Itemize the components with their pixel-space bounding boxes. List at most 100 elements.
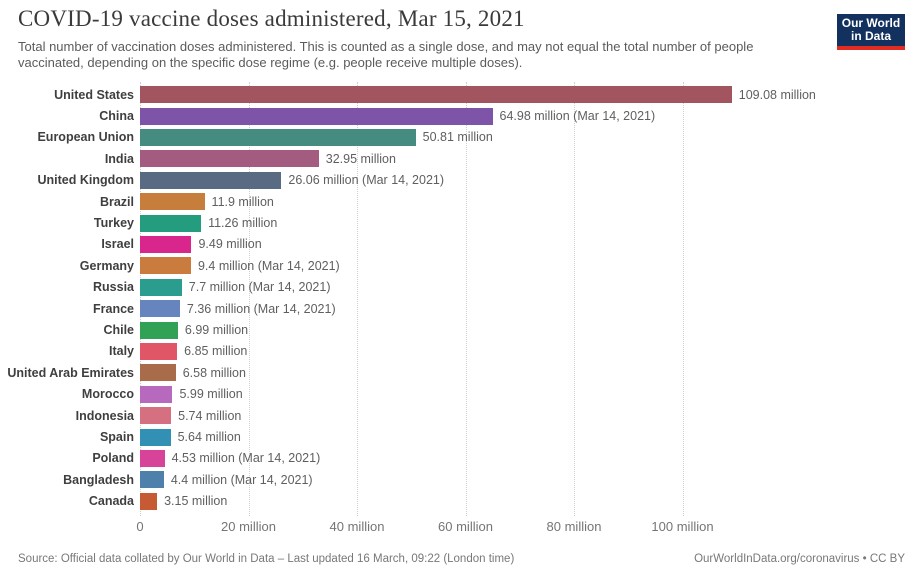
bar-row: Canada 3.15 million <box>0 491 921 512</box>
value-label: 6.58 million <box>182 365 246 380</box>
country-label: United Kingdom <box>37 173 134 188</box>
value-label: 11.26 million <box>208 216 278 231</box>
bar[interactable] <box>140 492 158 510</box>
bar-row: Brazil 11.9 million <box>0 191 921 212</box>
country-label: Germany <box>79 258 134 273</box>
owid-logo[interactable]: Our World in Data <box>837 14 905 50</box>
bar-row: Morocco 5.99 million <box>0 384 921 405</box>
bar[interactable] <box>140 128 416 146</box>
value-label: 26.06 million (Mar 14, 2021) <box>288 173 445 188</box>
bar-row: Russia 7.7 million (Mar 14, 2021) <box>0 277 921 298</box>
gridline-20 <box>248 82 250 516</box>
gridline-40 <box>357 82 358 516</box>
bar[interactable] <box>140 150 319 168</box>
value-label: 109.08 million <box>738 87 816 102</box>
gridline-0 <box>140 82 141 516</box>
country-label: Spain <box>99 430 134 445</box>
bar[interactable] <box>140 385 173 403</box>
bar-row: Bangladesh 4.4 million (Mar 14, 2021) <box>0 469 921 490</box>
country-label: France <box>93 301 134 316</box>
logo-text-line2: in Data <box>850 29 891 43</box>
gridline-100 <box>682 82 684 516</box>
country-label: Israel <box>101 237 134 252</box>
country-label: Turkey <box>93 216 134 231</box>
bar[interactable] <box>140 321 178 339</box>
bar[interactable] <box>140 278 182 296</box>
x-axis: 0 20 million 40 million 60 million 80 millio… <box>0 519 921 537</box>
bar[interactable] <box>140 407 172 425</box>
value-label: 5.64 million <box>177 430 241 445</box>
bar-row: Spain 5.64 million <box>0 426 921 447</box>
bar-row: Turkey 11.26 million <box>0 212 921 233</box>
country-label: India <box>104 151 134 166</box>
value-label: 11.9 million <box>211 194 274 209</box>
country-label: Bangladesh <box>63 472 134 487</box>
bar[interactable] <box>140 107 493 125</box>
bar-row: India 32.95 million <box>0 148 921 169</box>
bar-row: European Union 50.81 million <box>0 127 921 148</box>
value-label: 9.4 million (Mar 14, 2021) <box>197 258 340 273</box>
bar[interactable] <box>140 449 165 467</box>
country-label: European Union <box>37 130 134 145</box>
bar[interactable] <box>140 257 191 275</box>
country-label: Russia <box>93 280 134 295</box>
value-label: 64.98 million (Mar 14, 2021) <box>499 109 656 124</box>
bar[interactable] <box>140 471 164 489</box>
country-label: Poland <box>92 451 134 466</box>
value-label: 4.4 million (Mar 14, 2021) <box>170 472 313 487</box>
gridlines <box>140 82 740 516</box>
country-label: United Arab Emirates <box>7 365 134 380</box>
logo-text-line1: Our World <box>841 16 901 30</box>
value-label: 32.95 million <box>325 151 396 166</box>
axis-tick-label: 40 million <box>329 519 385 534</box>
bar[interactable] <box>140 364 176 382</box>
bar[interactable] <box>140 300 180 318</box>
axis-tick-label: 80 million <box>546 519 602 534</box>
bar-row: Israel 9.49 million <box>0 234 921 255</box>
value-label: 5.99 million <box>179 387 243 402</box>
bar-row: Chile 6.99 million <box>0 319 921 340</box>
chart-header: COVID-19 vaccine doses administered, Mar… <box>18 6 811 71</box>
value-label: 6.99 million <box>184 323 249 338</box>
bar-row: France 7.36 million (Mar 14, 2021) <box>0 298 921 319</box>
bar-row: United Arab Emirates 6.58 million <box>0 362 921 383</box>
country-label: Chile <box>103 323 134 338</box>
value-label: 7.36 million (Mar 14, 2021) <box>186 301 336 316</box>
source-note: Source: Official data collated by Our Wo… <box>18 553 515 565</box>
chart-footer: Source: Official data collated by Our Wo… <box>18 553 905 565</box>
country-label: Indonesia <box>75 408 134 423</box>
bar[interactable] <box>140 342 178 360</box>
axis-tick-label: 0 <box>136 519 144 534</box>
value-label: 4.53 million (Mar 14, 2021) <box>171 451 321 466</box>
footer-link[interactable]: OurWorldInData.org/coronavirus • CC BY <box>694 553 905 565</box>
bar[interactable] <box>140 214 202 232</box>
value-label: 7.7 million (Mar 14, 2021) <box>188 280 331 295</box>
country-label: Canada <box>88 494 134 509</box>
bar-row: United States 109.08 million <box>0 84 921 105</box>
bar[interactable] <box>140 86 732 104</box>
bar[interactable] <box>140 193 205 211</box>
value-label: 50.81 million <box>422 130 493 145</box>
country-label: Italy <box>108 344 134 359</box>
page-title: COVID-19 vaccine doses administered, Mar… <box>18 6 525 31</box>
value-label: 3.15 million <box>164 494 228 509</box>
country-label: China <box>99 109 134 124</box>
axis-tick-label: 100 million <box>651 519 714 534</box>
country-label: Morocco <box>81 387 134 402</box>
value-label: 9.49 million <box>198 237 262 252</box>
country-label: United States <box>54 87 134 102</box>
bar-row: Germany 9.4 million (Mar 14, 2021) <box>0 255 921 276</box>
bar[interactable] <box>140 171 282 189</box>
value-label: 5.74 million <box>178 408 242 423</box>
bar-chart: United States 109.08 million China 64.98 mi… <box>0 82 921 538</box>
bar[interactable] <box>140 428 171 446</box>
page-subtitle: Total number of vaccination doses admini… <box>18 39 754 70</box>
bar[interactable] <box>140 235 192 253</box>
country-label: Brazil <box>99 194 134 209</box>
axis-tick-label: 20 million <box>221 519 276 534</box>
axis-tick-label: 60 million <box>438 519 493 534</box>
bar-row: China 64.98 million (Mar 14, 2021) <box>0 105 921 126</box>
bar-row: Italy 6.85 million <box>0 341 921 362</box>
value-label: 6.85 million <box>184 344 248 359</box>
